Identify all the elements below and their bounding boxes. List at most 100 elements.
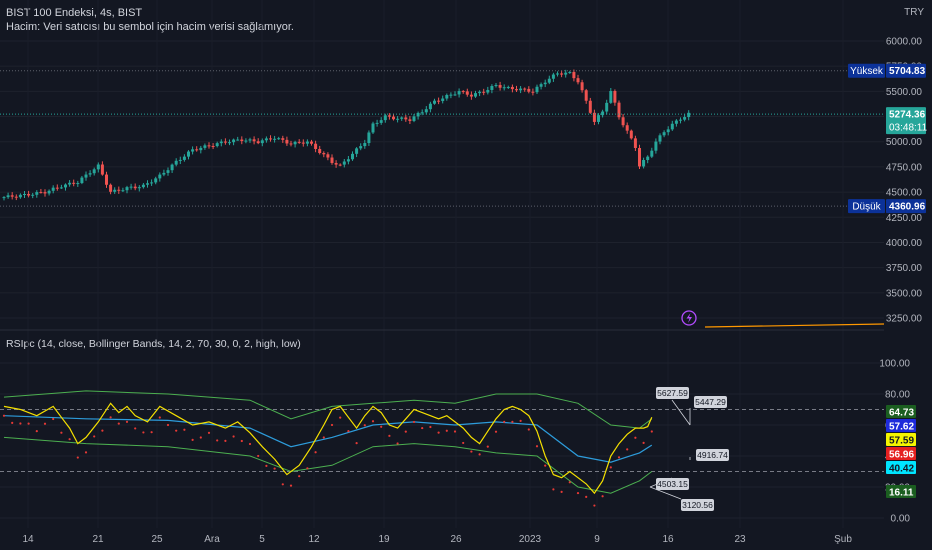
- candle-body: [260, 140, 264, 144]
- candle-body: [531, 91, 535, 93]
- rsi-dot: [289, 484, 293, 487]
- rsi-dot: [35, 430, 38, 433]
- candle-body: [556, 73, 559, 75]
- price-tick-label: 3250.00: [886, 314, 923, 325]
- rsi-dot: [576, 491, 580, 495]
- lightning-icon[interactable]: [681, 310, 697, 326]
- candle-body: [84, 174, 88, 178]
- rsi-dot: [314, 451, 317, 454]
- rsi-dot: [642, 441, 645, 444]
- candle-body: [232, 139, 236, 143]
- annotation-label: 3120.56: [682, 500, 713, 510]
- candle-body: [392, 116, 395, 120]
- candle-body: [498, 85, 502, 88]
- rsi-dot: [412, 420, 416, 424]
- rsi-dot: [363, 424, 366, 427]
- candle-body: [547, 78, 551, 83]
- candle-body: [519, 88, 523, 91]
- candle-body: [55, 187, 59, 189]
- low-badge-value: 4360.96: [889, 202, 926, 213]
- candle-body: [18, 194, 22, 198]
- candle-body: [400, 117, 404, 119]
- rsi-badge-bg: [886, 485, 916, 498]
- rsi-dot: [470, 450, 473, 453]
- candle-body: [342, 161, 346, 165]
- candle-body: [396, 118, 400, 120]
- rsi-dot: [232, 435, 235, 438]
- rsi-dot: [511, 420, 514, 423]
- annotation-label: 4503.15: [657, 479, 688, 489]
- candle-body: [199, 147, 203, 151]
- annotation-callout: 4503.15: [649, 477, 689, 490]
- candle-body: [10, 195, 14, 197]
- low-badge: Düşük 4360.96: [848, 199, 926, 214]
- rsi-grid: [0, 362, 884, 519]
- rsi-badge-value: 57.59: [889, 436, 914, 447]
- candle-body: [109, 184, 113, 192]
- high-badge-label-bg: [848, 63, 885, 78]
- rsi-dot: [371, 420, 375, 423]
- candle-body: [80, 177, 84, 184]
- currency-label[interactable]: TRY: [904, 7, 924, 18]
- candle-body: [244, 140, 248, 142]
- candle-body: [51, 187, 55, 191]
- candle-body: [191, 149, 195, 152]
- low-badge-value-bg: [886, 199, 926, 214]
- rsi-value-badge: 40.42: [886, 461, 916, 475]
- rsi-badge-value: 57.62: [889, 422, 914, 433]
- candle-body: [326, 154, 330, 158]
- rsi-dot: [322, 436, 325, 439]
- candle-body: [601, 111, 605, 116]
- candle-body: [236, 139, 240, 141]
- candle-body: [535, 86, 539, 93]
- rsi-badge-bg: [886, 405, 916, 418]
- candle-body: [158, 174, 162, 179]
- annotation-box: [656, 387, 689, 399]
- rsi-dot: [27, 422, 30, 425]
- candle-body: [170, 164, 174, 171]
- rsi-dot: [593, 504, 596, 507]
- candle-body: [314, 143, 318, 149]
- annotation-pointer: [649, 486, 682, 500]
- candle-body: [642, 160, 646, 167]
- candle-body: [100, 164, 104, 175]
- candle-body: [560, 73, 564, 75]
- rsi-tick-label: 100.00: [879, 359, 910, 370]
- candle-body: [297, 141, 301, 143]
- rsi-dot: [76, 456, 79, 459]
- candle-body: [133, 186, 137, 189]
- candle-body: [219, 141, 223, 144]
- candle-body: [305, 141, 309, 144]
- candle-body: [256, 141, 260, 144]
- rsi-dot: [494, 430, 498, 433]
- rsi-dot: [478, 453, 481, 456]
- rsi-dot: [224, 439, 227, 442]
- candle-body: [35, 192, 39, 195]
- price-tick-label: 3750.00: [886, 263, 923, 274]
- rsi-lines: [2, 390, 653, 507]
- candle-body: [502, 87, 506, 89]
- rsi-upper-band: [3, 390, 653, 429]
- candle-body: [334, 162, 338, 165]
- price-grid: [0, 40, 884, 319]
- candle-body: [146, 183, 149, 185]
- candle-body: [92, 169, 96, 174]
- candle-body: [506, 86, 510, 88]
- candle-body: [543, 82, 547, 85]
- candle-body: [31, 194, 35, 196]
- annotation-callout: 5627.59: [656, 387, 691, 426]
- candle-body: [14, 196, 18, 198]
- candle-body: [203, 145, 207, 148]
- price-tick-label: 5000.00: [886, 137, 923, 148]
- candle-body: [592, 112, 596, 122]
- rsi-dot: [257, 454, 260, 458]
- rsi-dot: [535, 445, 539, 448]
- rsi-legend[interactable]: RSIpc (14, close, Bollinger Bands, 14, 2…: [6, 338, 301, 350]
- candle-body: [687, 112, 691, 118]
- time-tick-label: 26: [450, 534, 462, 545]
- rsi-dot: [175, 429, 178, 432]
- time-tick-label: 25: [151, 534, 163, 545]
- rsi-dot: [60, 431, 63, 434]
- candle-body: [449, 94, 453, 96]
